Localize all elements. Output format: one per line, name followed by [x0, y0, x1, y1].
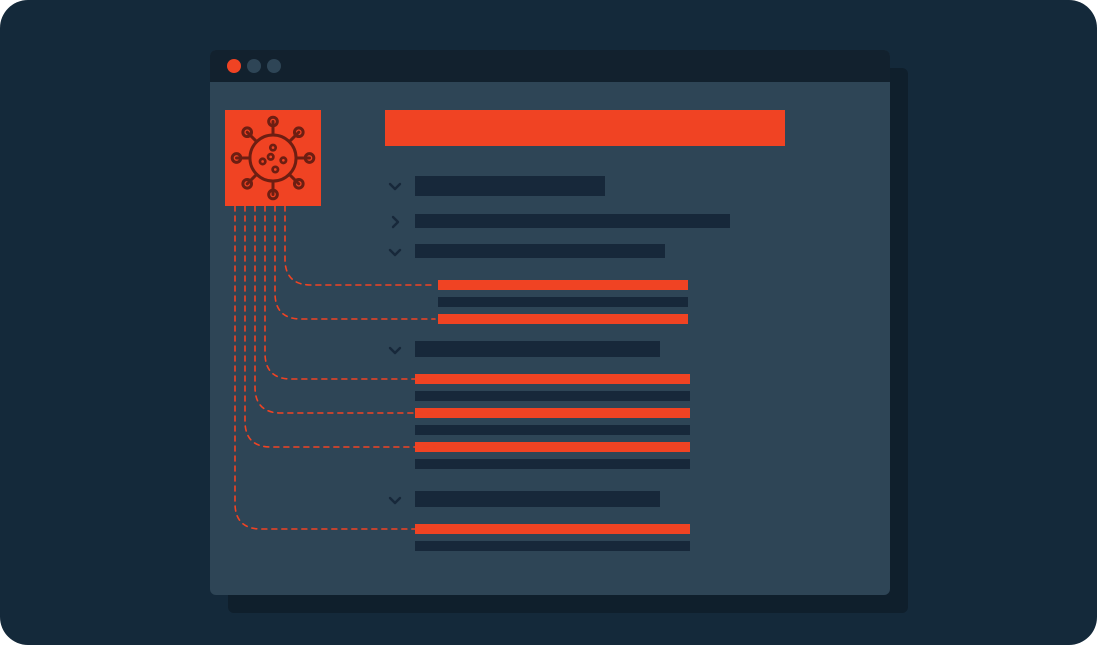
traffic-close-icon[interactable]	[227, 59, 241, 73]
code-line	[415, 491, 660, 507]
chevron-down-icon[interactable]	[388, 343, 402, 357]
code-line	[415, 425, 690, 435]
code-line	[438, 297, 688, 307]
chevron-down-icon[interactable]	[388, 245, 402, 259]
code-line	[415, 176, 605, 196]
code-line	[415, 214, 730, 228]
chevron-right-icon[interactable]	[388, 215, 402, 229]
code-line	[415, 244, 665, 258]
titlebar	[210, 50, 890, 82]
highlighted-line	[415, 524, 690, 534]
code-line	[415, 541, 690, 551]
code-line	[415, 391, 690, 401]
header-bar	[385, 110, 785, 146]
app-window	[210, 50, 890, 595]
chevron-down-icon[interactable]	[388, 179, 402, 193]
traffic-min-icon[interactable]	[247, 59, 261, 73]
virus-icon	[225, 110, 321, 206]
traffic-max-icon[interactable]	[267, 59, 281, 73]
highlighted-line	[415, 408, 690, 418]
highlighted-line	[415, 442, 690, 452]
highlighted-line	[438, 314, 688, 324]
highlighted-line	[415, 374, 690, 384]
code-line	[415, 459, 690, 469]
canvas	[0, 0, 1097, 645]
highlighted-line	[438, 280, 688, 290]
code-line	[415, 341, 660, 357]
chevron-down-icon[interactable]	[388, 493, 402, 507]
